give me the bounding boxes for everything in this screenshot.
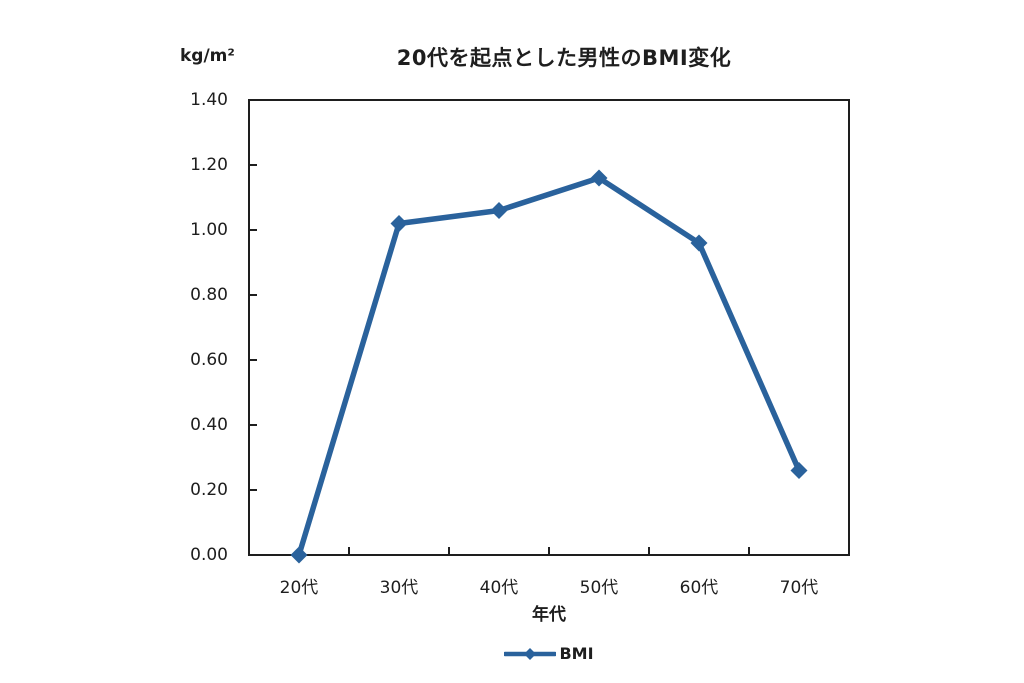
x-axis-ticks xyxy=(348,547,750,555)
legend-series-label: BMI xyxy=(559,644,594,663)
data-point-marker xyxy=(490,202,508,219)
data-point-marker xyxy=(690,234,708,252)
legend-line-marker-icon xyxy=(504,647,557,660)
x-axis-title: 年代 xyxy=(532,605,566,625)
bmi-series-markers xyxy=(290,169,808,564)
y-axis-unit-label: kg/m² xyxy=(180,46,235,66)
bmi-series-line xyxy=(296,175,802,558)
data-point-marker xyxy=(790,462,808,479)
legend: BMI xyxy=(249,644,849,663)
chart-title: 20代を起点とした男性のBMI変化 xyxy=(396,46,732,70)
plot-frame xyxy=(248,99,850,556)
data-point-marker xyxy=(390,215,408,232)
y-axis-ticks xyxy=(249,164,257,491)
data-point-marker xyxy=(590,169,608,187)
data-point-marker xyxy=(290,546,308,564)
